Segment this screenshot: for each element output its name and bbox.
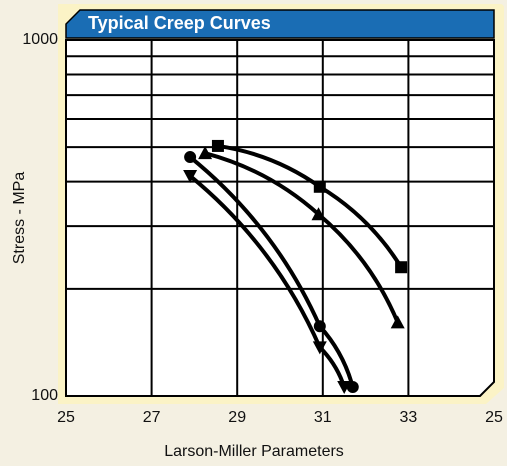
x-tick-label: 31 <box>314 409 332 426</box>
x-tick-label: 29 <box>228 409 246 426</box>
marker <box>211 139 224 152</box>
plot-area <box>66 40 494 396</box>
marker <box>390 315 405 329</box>
x-tick-label: 25 <box>57 409 75 426</box>
marker <box>313 180 326 193</box>
marker <box>313 320 326 333</box>
grid <box>66 40 494 396</box>
y-axis-label: Stress - MPa <box>11 172 28 265</box>
x-tick-label: 33 <box>400 409 418 426</box>
marker <box>312 341 327 355</box>
marker <box>395 261 408 274</box>
marker <box>183 169 198 183</box>
marker <box>346 380 359 393</box>
x-axis-label: Larson-Miller Parameters <box>164 443 344 460</box>
y-tick-label: 100 <box>31 387 58 404</box>
marker <box>337 380 352 394</box>
y-tick-label: 1000 <box>22 31 58 48</box>
title-banner <box>65 9 495 39</box>
marker <box>311 207 326 221</box>
x-tick-label: 25 <box>485 409 503 426</box>
chart-title: Typical Creep Curves <box>88 13 271 33</box>
curve <box>188 174 347 388</box>
marker <box>184 151 197 164</box>
plot-border <box>65 39 495 397</box>
x-tick-label: 27 <box>143 409 161 426</box>
marker <box>198 146 213 160</box>
curve <box>188 155 355 388</box>
